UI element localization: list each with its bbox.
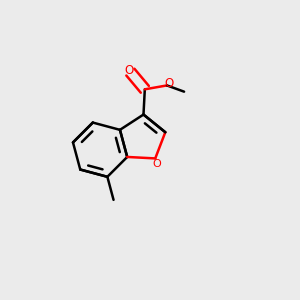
- Text: O: O: [152, 159, 161, 170]
- Text: O: O: [124, 64, 134, 77]
- Text: O: O: [164, 77, 173, 90]
